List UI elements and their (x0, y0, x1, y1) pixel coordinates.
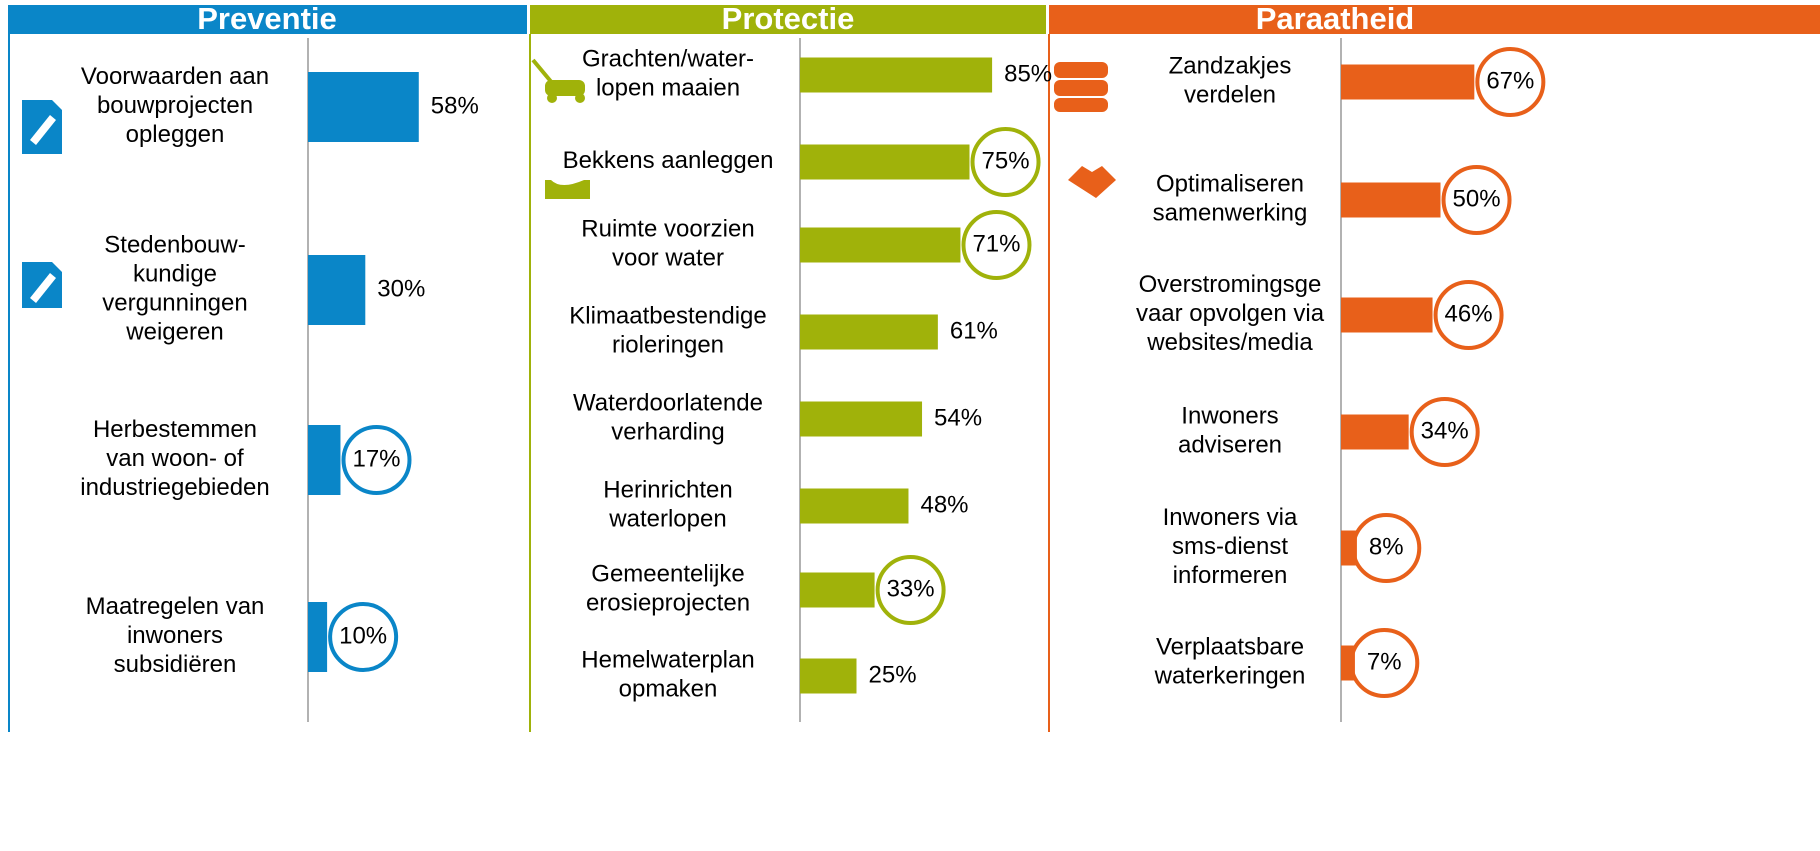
value-label: 75% (982, 147, 1030, 174)
bar (1341, 414, 1409, 450)
category-label: Grachten/water-lopen maaien (582, 46, 754, 102)
panel-title: Protectie (722, 1, 855, 36)
category-label: Overstromingsge vaar opvolgen via websites… (1136, 271, 1325, 356)
value-label: 50% (1453, 185, 1501, 212)
bar (1341, 297, 1433, 333)
document-icon (22, 100, 62, 154)
bar (800, 314, 938, 350)
bar (308, 72, 419, 142)
category-label: Zandzakjes verdelen (1169, 53, 1292, 109)
basin-icon (545, 180, 590, 199)
value-label: 48% (920, 491, 968, 518)
document-icon (22, 262, 62, 308)
value-label: 30% (377, 275, 425, 302)
category-label: Optimaliseren samenwerking (1153, 171, 1308, 227)
category-label: Ruimte voorzien voor water (581, 216, 754, 272)
category-label: Verplaatsbare waterkeringen (1154, 634, 1306, 690)
value-label: 71% (972, 230, 1020, 257)
category-label: Waterdoorlatende verharding (573, 390, 763, 446)
value-label: 10% (339, 622, 387, 649)
value-label: 85% (1004, 60, 1052, 87)
category-label: Inwoners adviseren (1178, 403, 1282, 459)
category-label: Stedenbouw-kundige vergunningen weigeren (102, 232, 247, 346)
value-label: 46% (1445, 300, 1493, 327)
category-label: Klimaatbestendige rioleringen (569, 303, 766, 359)
value-label: 25% (869, 661, 917, 688)
bar (800, 572, 875, 608)
category-label: Herbestemmen van woon- of industriegebiede… (80, 416, 269, 501)
bar (1341, 182, 1441, 218)
highlight-circle (970, 127, 1041, 197)
bar (800, 227, 961, 263)
value-label: 58% (431, 92, 479, 119)
bar (308, 602, 328, 672)
header-bar (1049, 5, 1820, 34)
panel-title: Paraatheid (1256, 1, 1415, 36)
highlight-circle (341, 425, 412, 495)
category-label: Voorwaarden aan bouwprojecten opleggen (81, 63, 269, 148)
value-label: 54% (934, 404, 982, 431)
highlight-circle (1475, 47, 1546, 117)
highlight-circle (1441, 165, 1512, 235)
category-label: Herinrichten waterlopen (603, 477, 732, 533)
bar (800, 401, 923, 437)
highlight-circle (1351, 513, 1422, 583)
bar (1341, 64, 1475, 100)
bar (308, 425, 341, 495)
highlight-circle (1409, 397, 1480, 467)
bar (800, 488, 909, 524)
category-label: Maatregelen van inwoners subsidiëren (86, 593, 265, 678)
value-label: 67% (1486, 67, 1534, 94)
highlight-circle (1349, 628, 1420, 698)
header-bar (530, 5, 1046, 34)
bar (800, 144, 970, 180)
value-label: 33% (887, 575, 935, 602)
value-label: 8% (1369, 533, 1404, 560)
value-label: 17% (352, 445, 400, 472)
panel-title: Preventie (197, 1, 337, 36)
category-label: Bekkens aanleggen (563, 147, 774, 174)
bar (800, 57, 993, 93)
category-label: Hemelwaterplan opmaken (581, 647, 754, 703)
mower-icon (531, 58, 585, 103)
value-label: 61% (950, 317, 998, 344)
header-bar (8, 5, 527, 34)
highlight-circle (875, 555, 946, 625)
bar (308, 255, 366, 325)
value-label: 34% (1421, 417, 1469, 444)
highlight-circle (1433, 280, 1504, 350)
category-label: Gemeentelijke erosieprojecten (586, 561, 750, 617)
highlight-circle (328, 602, 399, 672)
handshake-icon (1068, 166, 1116, 198)
category-label: Inwoners via sms-dienst informeren (1163, 504, 1298, 589)
highlight-circle (961, 210, 1032, 280)
sandbag-icon (1054, 62, 1108, 112)
bar (800, 658, 857, 694)
value-label: 7% (1367, 648, 1402, 675)
